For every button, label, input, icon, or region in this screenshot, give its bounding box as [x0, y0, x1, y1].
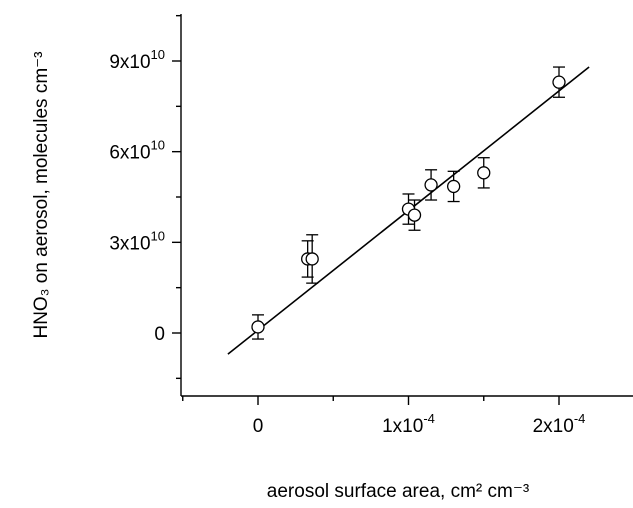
y-tick-label-3: 9x1010 [109, 47, 165, 73]
tick-labels: 0 1x10-4 2x10-4 0 3x1010 6x1010 9x1010 [109, 47, 585, 437]
y-axis-title: HNO₃ on aerosol, molecules cm⁻³ [31, 51, 52, 338]
x-tick-label-0: 0 [253, 416, 264, 437]
x-tick-label-2: 2x10-4 [533, 411, 586, 437]
data-point-6 [446, 179, 461, 194]
y-tick-label-1: 3x1010 [109, 228, 165, 254]
y-tick-label-0: 0 [154, 324, 165, 345]
data-point-8 [552, 75, 566, 89]
x-axis-title: aerosol surface area, cm² cm⁻³ [267, 481, 529, 502]
x-tick-label-1: 1x10-4 [382, 411, 435, 437]
data-point-4 [407, 208, 422, 222]
data-point-0 [251, 320, 265, 334]
data-point-7 [477, 166, 491, 180]
y-tick-label-2: 6x1010 [109, 138, 165, 164]
data-point-2 [305, 252, 319, 266]
ticks [172, 14, 560, 405]
data-points [251, 75, 566, 334]
data-point-5 [424, 178, 438, 192]
